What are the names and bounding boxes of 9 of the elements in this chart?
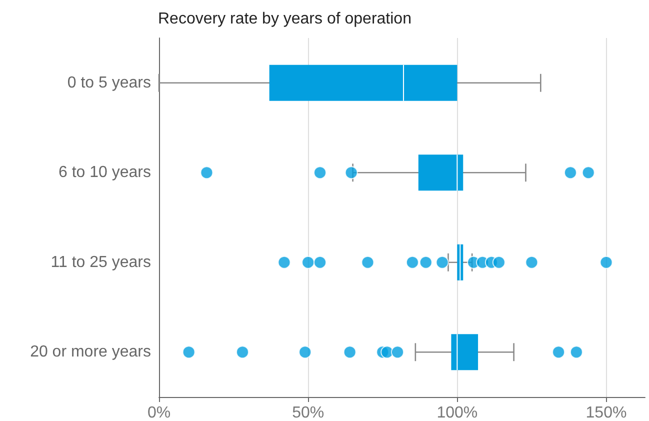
x-tick-label: 150% (586, 404, 627, 421)
x-tick-label: 100% (436, 404, 478, 421)
y-tick-label: 0 to 5 years (67, 74, 151, 92)
chart-title: Recovery rate by years of operation (158, 10, 412, 28)
y-tick-label: 11 to 25 years (50, 254, 151, 271)
x-tick-label: 0% (147, 404, 171, 421)
x-tick-label: 50% (292, 404, 324, 421)
y-tick-label: 6 to 10 years (58, 164, 151, 182)
y-tick-label: 20 or more years (30, 344, 151, 361)
